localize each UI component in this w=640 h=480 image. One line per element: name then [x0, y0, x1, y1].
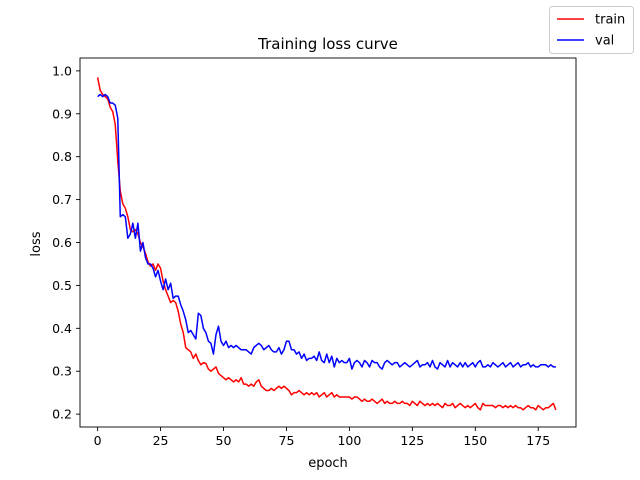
series-line-train — [96, 77, 557, 411]
x-tick-label: 150 — [463, 433, 487, 448]
y-tick-label: 0.2 — [52, 407, 72, 422]
y-tick-label: 0.6 — [52, 235, 72, 250]
legend-label-train: train — [595, 13, 625, 28]
x-tick-label: 25 — [153, 433, 169, 448]
plot-background — [80, 58, 576, 427]
series-line-val — [97, 93, 556, 370]
x-tick-label: 175 — [526, 433, 550, 448]
x-tick-label: 0 — [94, 433, 102, 448]
y-tick-label: 0.8 — [52, 149, 72, 164]
x-tick-label: 50 — [216, 433, 232, 448]
legend: train val — [549, 6, 634, 54]
x-tick-label: 100 — [337, 433, 361, 448]
y-tick-label: 0.4 — [52, 321, 72, 336]
y-tick-label: 0.3 — [52, 364, 72, 379]
x-tick-label: 125 — [400, 433, 424, 448]
chart-title: Training loss curve — [257, 35, 398, 53]
y-tick-label: 0.7 — [52, 192, 72, 207]
x-tick-label: 75 — [279, 433, 295, 448]
legend-label-val: val — [595, 34, 614, 49]
x-axis-label: epoch — [308, 456, 348, 471]
y-tick-label: 1.0 — [52, 63, 72, 78]
plot-area: 0 25 50 75 100 125 150 175 0.2 0.3 0.4 0.5 0.6 0.7 0.8… — [52, 57, 577, 448]
y-axis-label: loss — [29, 231, 44, 256]
y-tick-label: 0.9 — [52, 106, 72, 121]
y-tick-label: 0.5 — [52, 278, 72, 293]
